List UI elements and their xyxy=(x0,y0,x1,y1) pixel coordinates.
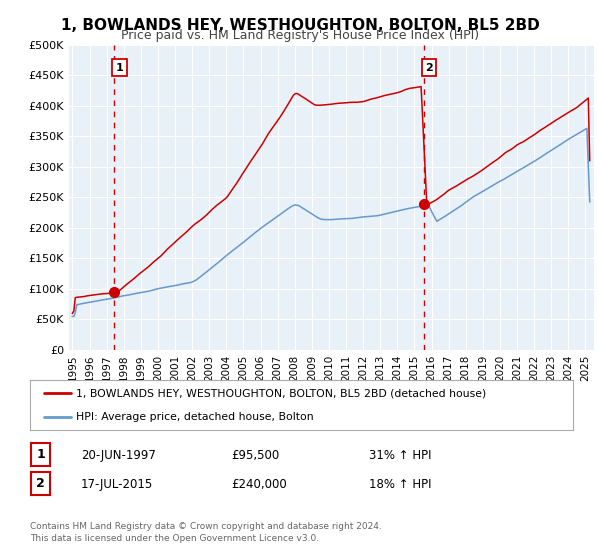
Text: 2: 2 xyxy=(37,477,45,490)
Text: Contains HM Land Registry data © Crown copyright and database right 2024.: Contains HM Land Registry data © Crown c… xyxy=(30,522,382,531)
Text: £240,000: £240,000 xyxy=(231,478,287,491)
Text: 31% ↑ HPI: 31% ↑ HPI xyxy=(369,449,431,463)
Text: 17-JUL-2015: 17-JUL-2015 xyxy=(81,478,153,491)
Text: 2: 2 xyxy=(425,63,433,73)
Text: 18% ↑ HPI: 18% ↑ HPI xyxy=(369,478,431,491)
Text: 1, BOWLANDS HEY, WESTHOUGHTON, BOLTON, BL5 2BD: 1, BOWLANDS HEY, WESTHOUGHTON, BOLTON, B… xyxy=(61,18,539,33)
Text: Price paid vs. HM Land Registry's House Price Index (HPI): Price paid vs. HM Land Registry's House … xyxy=(121,29,479,42)
Text: £95,500: £95,500 xyxy=(231,449,279,463)
Text: This data is licensed under the Open Government Licence v3.0.: This data is licensed under the Open Gov… xyxy=(30,534,319,543)
Text: 1, BOWLANDS HEY, WESTHOUGHTON, BOLTON, BL5 2BD (detached house): 1, BOWLANDS HEY, WESTHOUGHTON, BOLTON, B… xyxy=(76,388,487,398)
Text: 20-JUN-1997: 20-JUN-1997 xyxy=(81,449,156,463)
Text: HPI: Average price, detached house, Bolton: HPI: Average price, detached house, Bolt… xyxy=(76,413,314,422)
Text: 1: 1 xyxy=(37,448,45,461)
Text: 1: 1 xyxy=(116,63,124,73)
